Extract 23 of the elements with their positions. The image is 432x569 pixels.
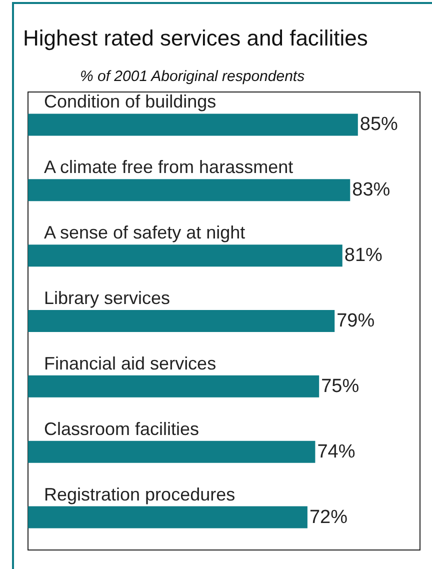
bar	[28, 244, 342, 267]
data-label: 79%	[336, 310, 375, 332]
y-tick-label: Registration procedures	[44, 484, 236, 504]
y-tick-label: Financial aid services	[44, 353, 216, 374]
y-tick-label: Condition of buildings	[44, 92, 216, 112]
bar	[28, 440, 316, 463]
bar	[28, 179, 350, 202]
y-tick-label: Classroom facilities	[44, 418, 200, 439]
bar	[28, 114, 358, 136]
chart-title: Highest rated services and facilities	[23, 26, 368, 50]
bar	[28, 375, 320, 398]
chart-subtitle: % of 2001 Aboriginal respondents	[80, 68, 306, 85]
data-label: 85%	[360, 114, 398, 136]
y-tick-label: A climate free from harassment	[44, 157, 294, 178]
y-tick-label: A sense of safety at night	[44, 222, 246, 243]
data-label: 81%	[344, 245, 383, 266]
y-tick-label: Library services	[44, 288, 170, 308]
bar	[28, 310, 335, 332]
data-label: 74%	[317, 441, 356, 462]
bar	[28, 506, 308, 528]
data-label: 75%	[321, 376, 360, 397]
data-label: 72%	[309, 506, 348, 528]
data-label: 83%	[352, 180, 390, 201]
